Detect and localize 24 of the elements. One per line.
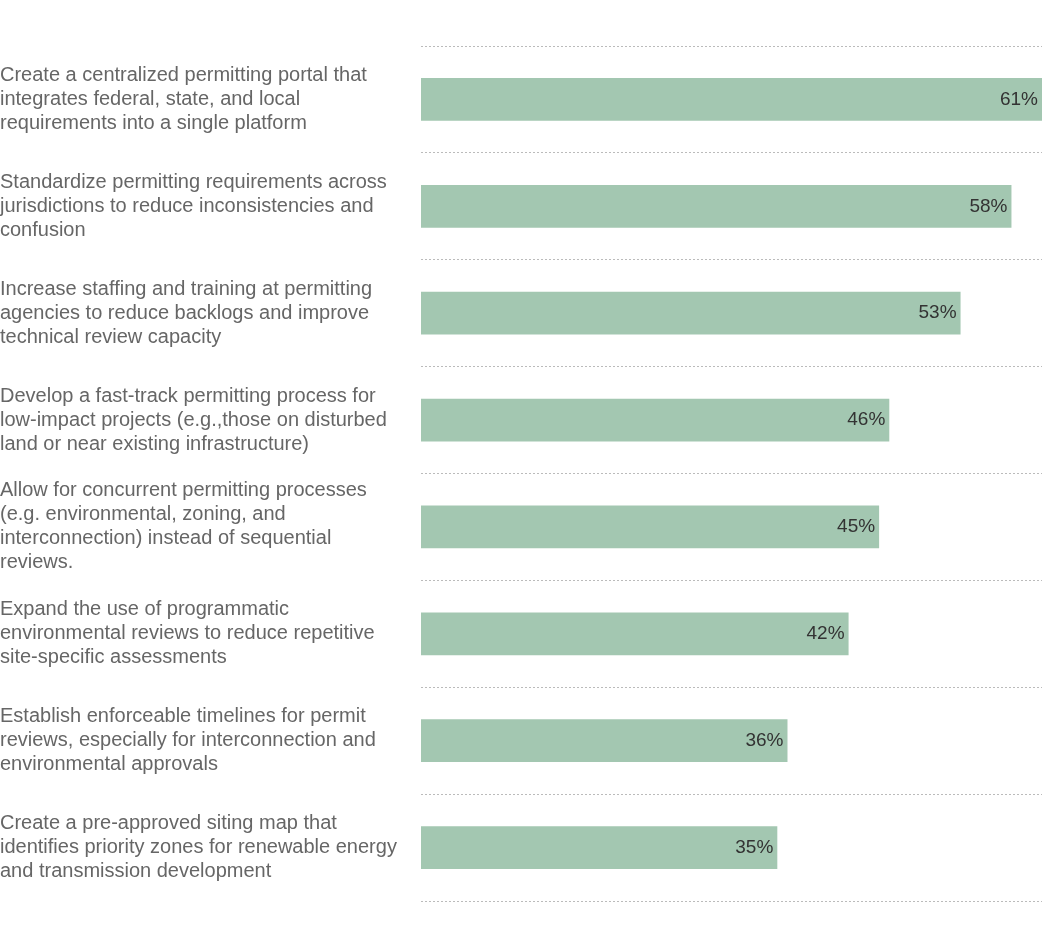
data-label: 58% xyxy=(969,194,1008,216)
data-label: 61% xyxy=(999,87,1039,109)
y-tick-label: Create a centralized permitting portal that integrates federal, state, and local requirements into a single platform xyxy=(0,62,368,133)
y-tick-label: Expand the use of programmatic environmental reviews to reduce repetitive site-specific assessments xyxy=(0,597,375,668)
data-label: 45% xyxy=(837,515,876,537)
bar xyxy=(421,398,890,442)
y-tick-label: Increase staffing and training at permitting agencies to reduce backlogs and improve technical review capacity xyxy=(0,276,373,347)
bar xyxy=(421,78,1042,121)
y-tick-label: Allow for concurrent permitting processes (e.g. environmental, zoning, and interconnection) instead of sequential reviews. xyxy=(0,478,367,573)
y-tick-label: Develop a fast-track permitting process for low-impact projects (e.g.,those on disturbed land or near existing infrastructure) xyxy=(0,383,387,454)
data-label: 36% xyxy=(745,728,784,750)
data-label: 46% xyxy=(847,408,886,430)
data-label: 42% xyxy=(806,622,845,644)
bar xyxy=(421,719,788,763)
y-tick-label: Standardize permitting requirements across jurisdictions to reduce inconsistencies and confusion xyxy=(0,169,387,240)
bar xyxy=(421,826,778,869)
data-label: 53% xyxy=(918,301,957,323)
bar xyxy=(421,291,961,335)
bar xyxy=(421,184,1012,228)
bar xyxy=(421,505,880,549)
y-tick-label: Create a pre-approved siting map that identifies priority zones for renewable energy and transmission development xyxy=(0,811,397,882)
y-tick-label: Establish enforceable timelines for permit reviews, especially for interconnection and environmental approvals xyxy=(0,704,376,775)
data-label: 35% xyxy=(735,835,774,857)
bar xyxy=(421,612,849,656)
